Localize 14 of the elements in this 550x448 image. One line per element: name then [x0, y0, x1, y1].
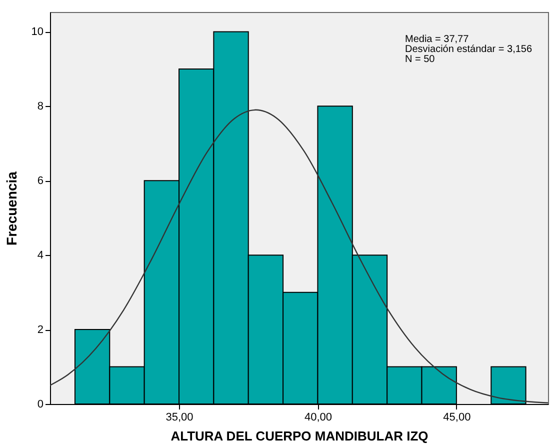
- annotation: Media = 37,77: [405, 34, 470, 45]
- annotation: N = 50: [405, 54, 436, 65]
- y-tick-label: 10: [31, 26, 44, 38]
- y-tick-label: 2: [37, 324, 44, 336]
- x-axis-title: ALTURA DEL CUERPO MANDIBULAR IZQ: [170, 428, 428, 444]
- x-tick-label: 40,00: [304, 412, 332, 424]
- y-tick-label: 8: [37, 100, 44, 113]
- x-tick-label: 45,00: [443, 412, 471, 424]
- y-tick-label: 6: [37, 175, 44, 188]
- y-tick-label: 0: [37, 398, 44, 410]
- y-tick-label: 4: [37, 250, 44, 262]
- x-tick-label: 35,00: [166, 412, 194, 424]
- annotation: Desviación estándar = 3,156: [405, 44, 532, 55]
- y-axis-title: Frecuencia: [3, 171, 20, 246]
